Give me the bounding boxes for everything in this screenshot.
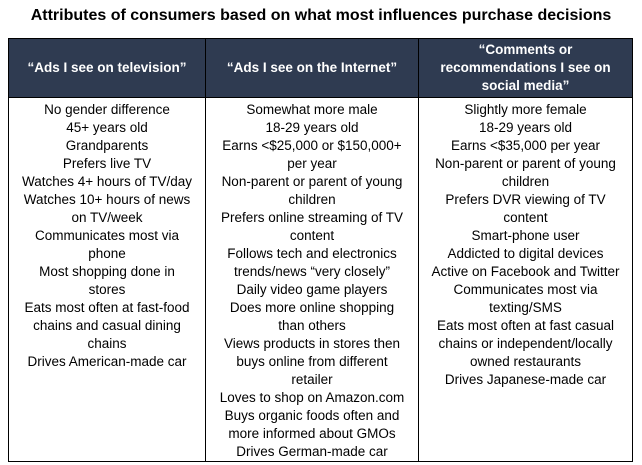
attribute-item: Drives German-made car: [236, 444, 388, 459]
attribute-item: 18-29 years old: [265, 120, 359, 135]
attribute-item: Follows tech and electronics trends/news…: [227, 246, 397, 279]
attribute-item: Buys organic foods often and more inform…: [224, 408, 400, 441]
column-header: “Comments or recommendations I see on so…: [418, 38, 633, 98]
attribute-item: 18-29 years old: [478, 120, 573, 135]
attribute-item: Watches 4+ hours of TV/day: [22, 174, 192, 189]
attribute-item: Eats most often at fast-food chains and …: [24, 300, 190, 351]
attribute-item: Drives Japanese-made car: [444, 372, 607, 387]
attribute-item: Addicted to digital devices: [447, 246, 604, 261]
attribute-item: Somewhat more male: [246, 102, 378, 117]
column-cell: Somewhat more male 18-29 years old Earns <…: [205, 97, 419, 462]
attribute-item: Eats most often at fast casual chains or…: [436, 318, 615, 369]
attribute-item: Slightly more female: [464, 102, 587, 117]
attributes-table: “Ads I see on television” “Ads I see on t…: [8, 38, 633, 462]
attribute-item: Does more online shopping than others: [229, 300, 395, 333]
attribute-item: Non-parent or parent of young children: [221, 174, 403, 207]
column-header: “Ads I see on the Internet”: [205, 38, 419, 98]
attribute-item: Prefers live TV: [62, 156, 152, 171]
title: Attributes of consumers based on what mo…: [30, 7, 612, 24]
column-header: “Ads I see on television”: [8, 38, 206, 98]
attribute-item: Most shopping done in stores: [39, 264, 175, 297]
attribute-item: Grandparents: [65, 138, 149, 153]
attribute-item: Communicates most via texting/SMS: [453, 282, 598, 315]
attribute-item: No gender difference: [44, 102, 170, 117]
attribute-item: Active on Facebook and Twitter: [431, 264, 620, 279]
attribute-item: Earns <$35,000 per year: [451, 138, 600, 153]
attribute-item: Watches 10+ hours of news on TV/week: [23, 192, 191, 225]
attribute-item: Prefers online streaming of TV content: [220, 210, 404, 243]
header-row: “Ads I see on television” “Ads I see on t…: [8, 38, 633, 98]
attribute-item: Views products in stores then buys onlin…: [223, 336, 401, 387]
column-cell: Slightly more female 18-29 years old Earns…: [418, 97, 633, 462]
attribute-item: Earns <$25,000 or $150,000+ per year: [222, 138, 402, 171]
attribute-item: 45+ years old: [66, 120, 148, 135]
attribute-item: Prefers DVR viewing of TV content: [445, 192, 606, 225]
attribute-item: Communicates most via phone: [34, 228, 180, 261]
attribute-item: Loves to shop on Amazon.com: [219, 390, 405, 405]
attribute-item: Daily video game players: [236, 282, 388, 297]
attribute-item: Drives American-made car: [27, 354, 187, 369]
attribute-item: Non-parent or parent of young children: [435, 156, 616, 189]
body-row: No gender difference 45+ years old Grandpa…: [8, 97, 633, 462]
column-cell: No gender difference 45+ years old Grandpa…: [8, 97, 206, 462]
attribute-item: Smart-phone user: [471, 228, 580, 243]
